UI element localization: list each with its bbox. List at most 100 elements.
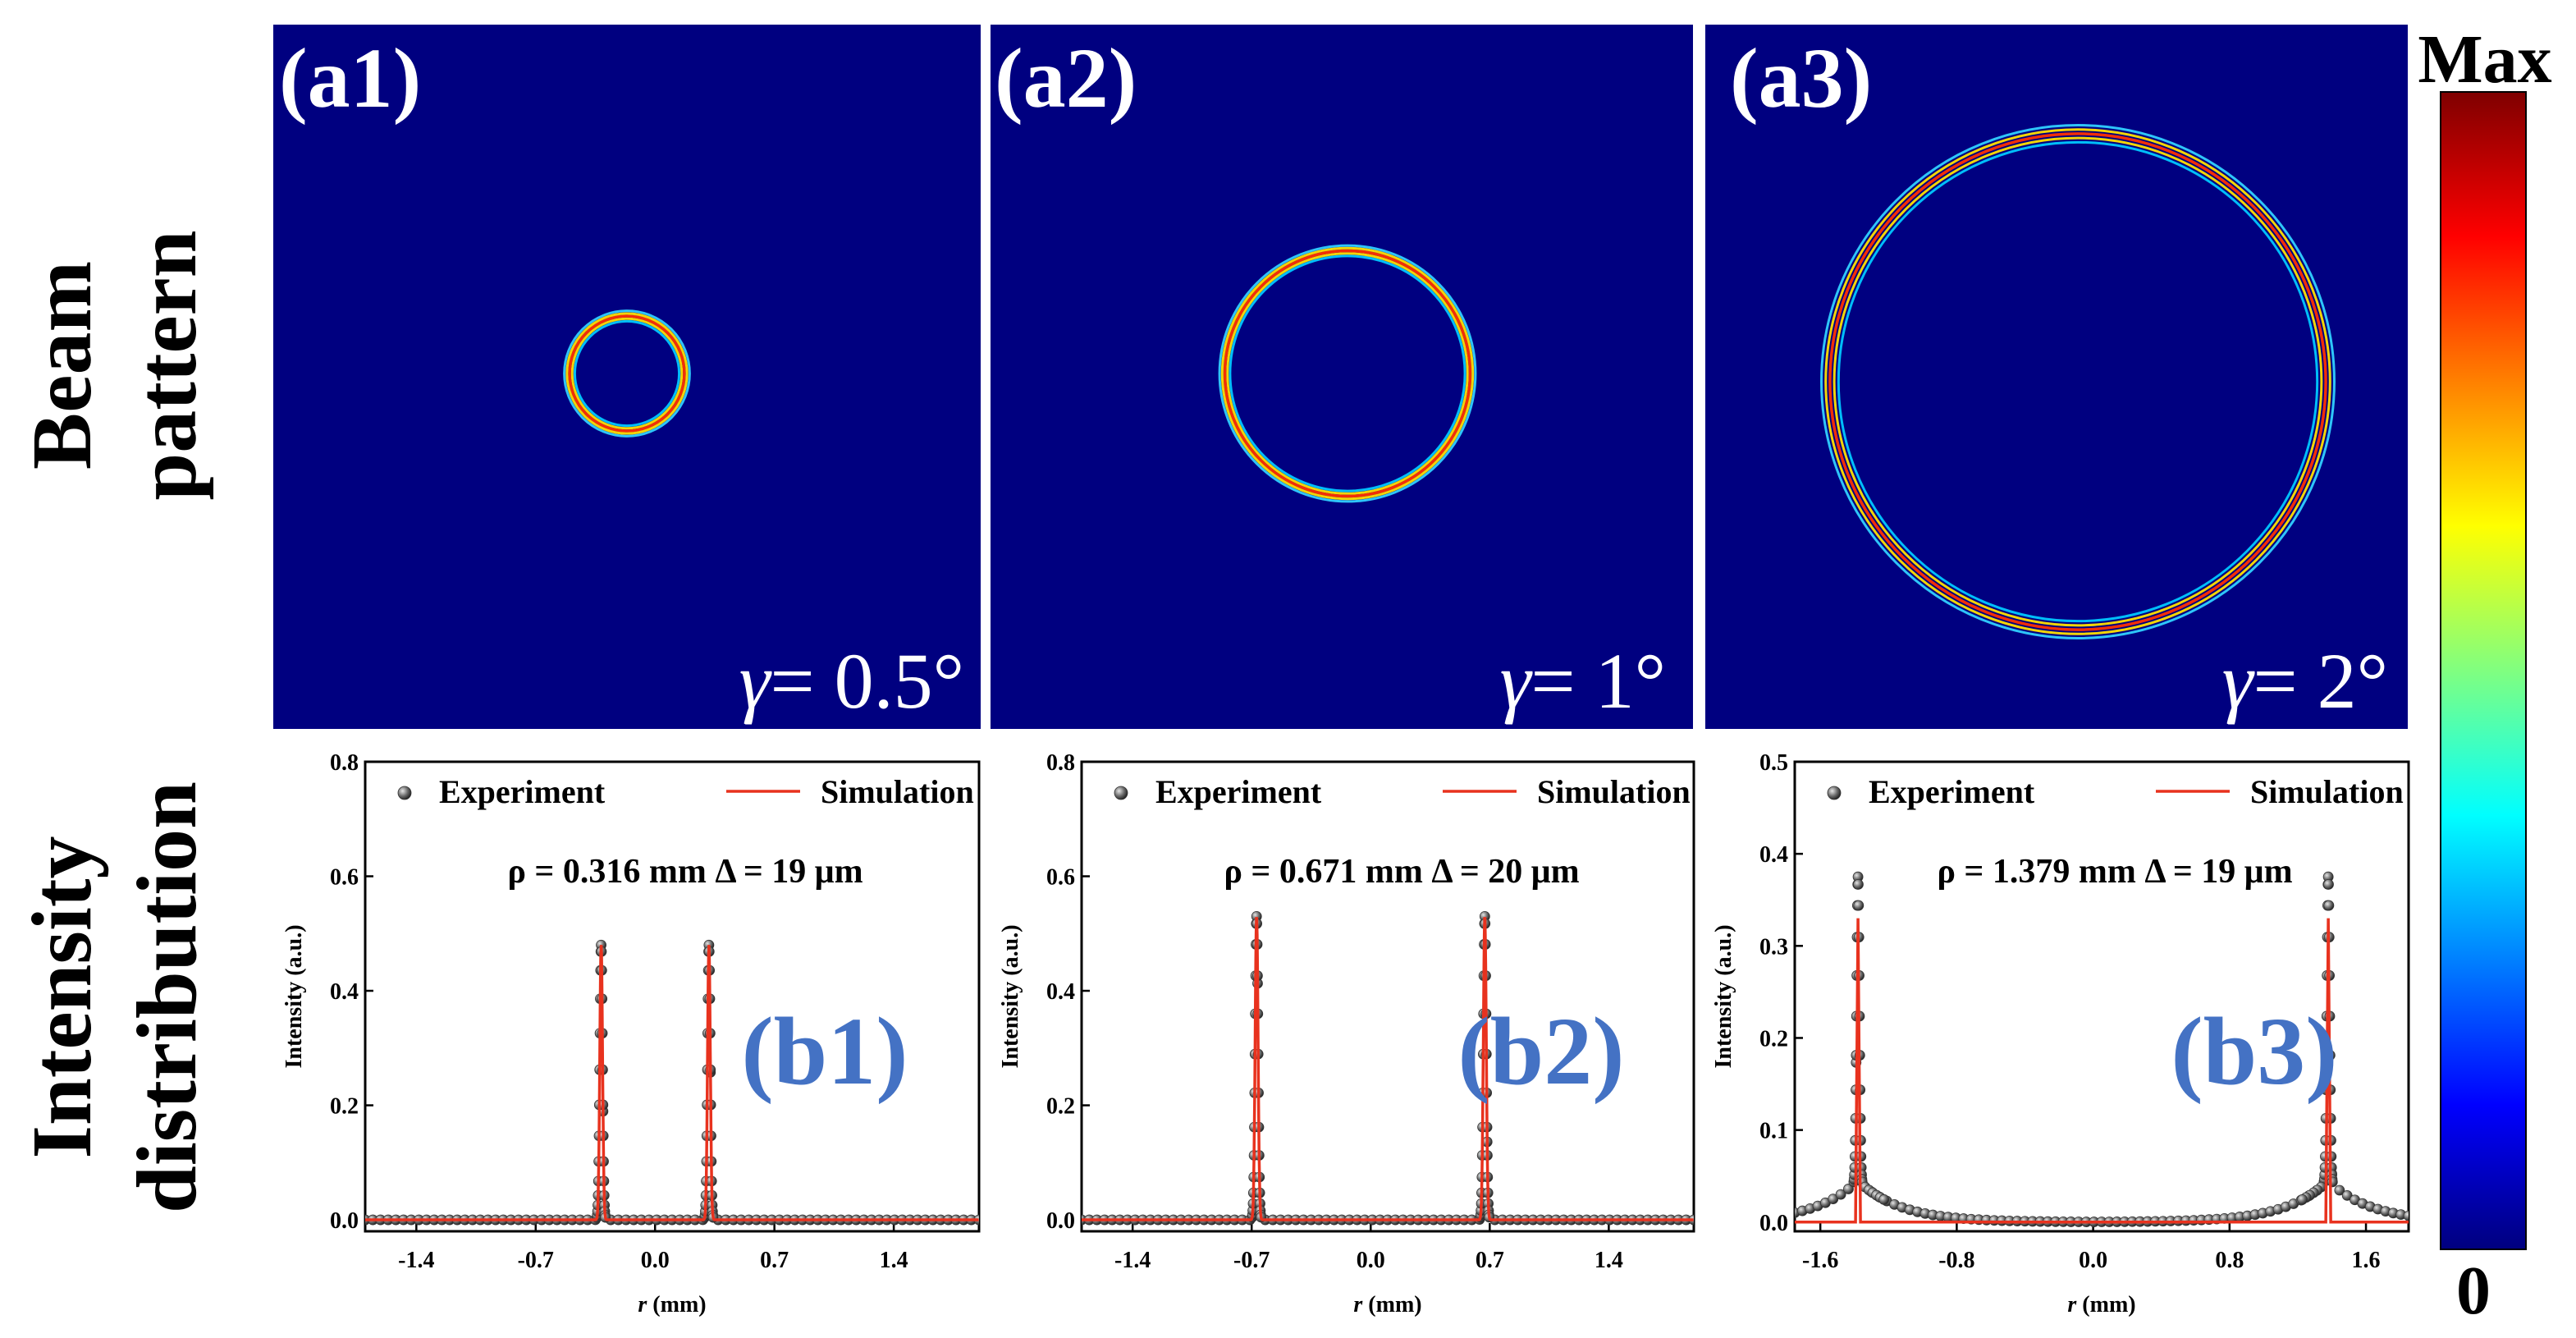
x-axis-label-unit: (mm) [2076, 1292, 2135, 1317]
beam-background [991, 25, 1693, 729]
ring-band [1218, 244, 1477, 503]
y-tick-label: 0.8 [1046, 750, 1075, 776]
intensity-chart-b1: 0.0 0.2 0.4 0.6 0.8 -1.4 -0.7 0.0 0.7 1.4 r (mm) In… [281, 750, 981, 1317]
beam-background [273, 25, 981, 729]
x-tick-label: 0.7 [760, 1248, 789, 1273]
ring-band [1226, 252, 1469, 495]
legend-simulation-label: Simulation [1537, 773, 1691, 810]
rho-delta-annotation: ρ = 0.671 mm Δ = 20 μm [1224, 853, 1579, 891]
y-tick-label: 0.0 [330, 1208, 359, 1234]
rho-delta-annotation: ρ = 0.316 mm Δ = 19 μm [507, 853, 862, 891]
gamma-value: = 2° [2253, 637, 2388, 725]
y-axis-label: Intensity (a.u.) [281, 924, 307, 1068]
x-tick-label: -1.4 [398, 1248, 434, 1273]
colorbar: Max 0 [2418, 21, 2551, 1329]
row-label-intensity: Intensity [15, 836, 109, 1159]
beam-panel-a3: (a3) γ= 2° [1705, 25, 2408, 729]
plot-area [1082, 910, 1694, 1226]
gamma-symbol: γ [2222, 637, 2255, 725]
experiment-point [1878, 1194, 1890, 1205]
legend-simulation-label: Simulation [2250, 773, 2404, 810]
legend-experiment-marker [397, 786, 412, 800]
y-tick-label: 0.4 [1046, 979, 1075, 1005]
legend-experiment-marker [1827, 786, 1842, 800]
y-tick-label: 0.4 [1759, 842, 1788, 868]
x-axis-label-var: r [638, 1292, 647, 1317]
ring-band [1824, 128, 2331, 635]
panel-label-b3: (b3) [2171, 997, 2337, 1105]
beam-panel-a2: (a2) γ= 1° [991, 25, 1693, 729]
beam-ring [1218, 244, 1477, 503]
y-tick-label: 0.0 [1759, 1211, 1788, 1236]
gamma-symbol: γ [1500, 637, 1533, 725]
ring-band [1837, 140, 2319, 623]
beam-ring [563, 309, 691, 438]
x-tick-label: 0.7 [1476, 1248, 1504, 1273]
x-tick-label: 0.8 [2215, 1248, 2244, 1273]
beam-panel-a1: (a1) γ= 0.5° [273, 25, 981, 729]
x-tick-label: 0.0 [2079, 1248, 2107, 1273]
intensity-chart-b2: 0.0 0.2 0.4 0.6 0.8 -1.4 -0.7 0.0 0.7 1.4 r (mm) In… [998, 750, 1695, 1317]
x-tick-label: 1.4 [1595, 1248, 1623, 1273]
gamma-label-a1: γ= 0.5° [739, 637, 964, 725]
legend-experiment-label: Experiment [1869, 773, 2035, 810]
x-axis-label: r (mm) [2067, 1292, 2135, 1317]
y-tick-label: 0.1 [1759, 1119, 1788, 1144]
plot-frame [364, 760, 981, 1233]
x-axis-label-var: r [1353, 1292, 1363, 1317]
ring-band [573, 319, 681, 428]
panel-label-a1: (a1) [279, 31, 421, 126]
y-axis-label: Intensity (a.u.) [1711, 924, 1736, 1068]
gamma-value: = 0.5° [770, 637, 964, 725]
panel-label-a2: (a2) [995, 31, 1137, 126]
y-tick-label: 0.8 [330, 750, 359, 776]
y-tick-label: 0.6 [330, 865, 359, 891]
gamma-label-a3: γ= 2° [2222, 637, 2388, 725]
legend-experiment-marker [1114, 786, 1128, 800]
experiment-point [2297, 1194, 2308, 1205]
experiment-point [1853, 879, 1864, 890]
experiment-point [2323, 879, 2334, 890]
simulation-line [1795, 918, 2409, 1224]
colorbar-gradient [2440, 91, 2527, 1250]
ring-band [568, 314, 686, 433]
y-tick-label: 0.4 [330, 979, 359, 1005]
rho-delta-annotation: ρ = 1.379 mm Δ = 19 μm [1937, 853, 2292, 891]
legend-experiment-label: Experiment [1155, 773, 1322, 810]
experiment-point [1853, 900, 1865, 911]
ring-band [1820, 124, 2336, 639]
y-tick-label: 0.3 [1759, 934, 1788, 960]
panel-label-b2: (b2) [1457, 997, 1624, 1105]
gamma-symbol: γ [739, 637, 772, 725]
legend-simulation-label: Simulation [821, 773, 974, 810]
colorbar-max-label: Max [2418, 21, 2551, 98]
x-axis-label-unit: (mm) [647, 1292, 706, 1317]
x-tick-label: 1.4 [880, 1248, 908, 1273]
ring-band [1223, 249, 1472, 498]
row-label-beam-pattern: Beam pattern [15, 230, 214, 500]
y-axis-label: Intensity (a.u.) [998, 924, 1023, 1068]
gamma-label-a2: γ= 1° [1500, 637, 1666, 725]
plot-area [1795, 871, 2409, 1227]
experiment-point [1843, 1184, 1854, 1194]
experiment-point [2334, 1184, 2345, 1196]
x-axis-label: r (mm) [638, 1292, 706, 1317]
y-tick-label: 0.2 [1046, 1094, 1075, 1120]
legend-experiment-label: Experiment [439, 773, 606, 810]
plot-frame [1793, 760, 2410, 1233]
colorbar-min-label: 0 [2456, 1253, 2491, 1329]
x-tick-label: -0.7 [518, 1248, 554, 1273]
y-tick-label: 0.2 [1759, 1026, 1788, 1052]
x-tick-label: -1.4 [1114, 1248, 1151, 1273]
experiment-point [2403, 1210, 2409, 1221]
ring-band [1828, 132, 2327, 631]
x-axis-label-var: r [2067, 1292, 2077, 1317]
y-tick-label: 0.0 [1046, 1208, 1075, 1234]
plot-frame [1080, 760, 1695, 1233]
x-axis-label: r (mm) [1353, 1292, 1421, 1317]
row-label-intensity-distribution: Intensity distribution [15, 781, 214, 1213]
plot-area [365, 939, 979, 1226]
y-tick-label: 0.2 [330, 1094, 359, 1120]
y-tick-label: 0.5 [1759, 750, 1788, 776]
